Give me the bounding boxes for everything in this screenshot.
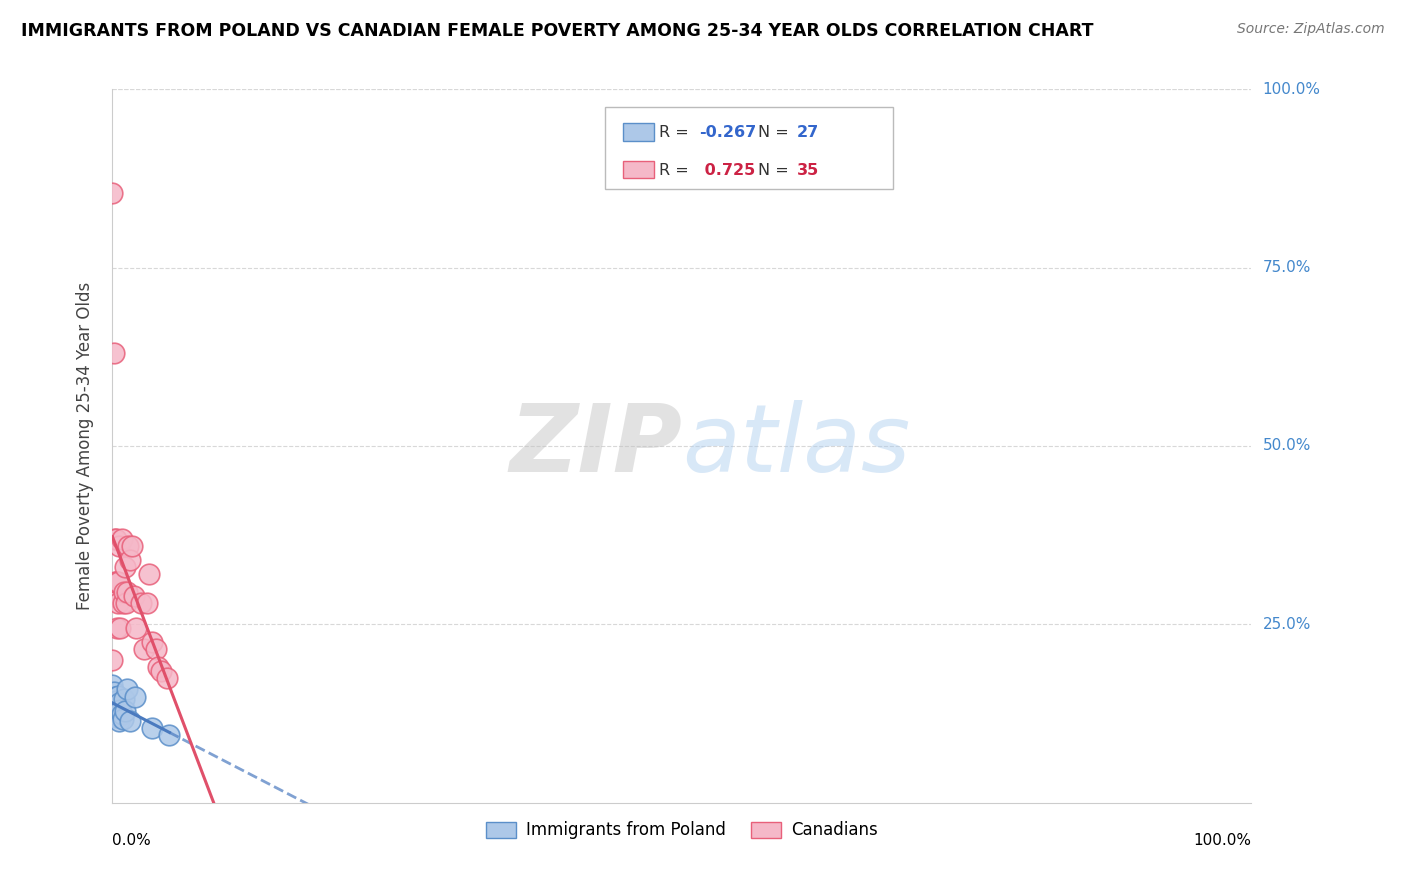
Text: N =: N = (758, 163, 794, 178)
Point (108, 714, 131, 728)
Point (103, 346, 125, 360)
Text: IMMIGRANTS FROM POLAND VS CANADIAN FEMALE POVERTY AMONG 25-34 YEAR OLDS CORRELAT: IMMIGRANTS FROM POLAND VS CANADIAN FEMAL… (21, 22, 1094, 40)
Point (103, 685, 125, 699)
Point (146, 660, 169, 674)
Point (117, 585, 139, 599)
Point (110, 703, 132, 717)
Point (122, 589, 145, 603)
Point (124, 690, 146, 705)
Point (121, 539, 143, 553)
Point (110, 621, 132, 635)
Text: 100.0%: 100.0% (1194, 833, 1251, 848)
Point (110, 532, 132, 546)
Point (118, 553, 141, 567)
Point (108, 696, 131, 710)
Point (111, 712, 134, 726)
Point (104, 690, 127, 705)
Point (104, 698, 127, 712)
Point (134, 642, 156, 657)
Point (117, 539, 139, 553)
Text: 25.0%: 25.0% (1263, 617, 1310, 632)
Point (104, 574, 127, 589)
Point (115, 596, 138, 610)
Text: 50.0%: 50.0% (1263, 439, 1310, 453)
Point (156, 671, 179, 685)
Point (141, 635, 163, 649)
Point (105, 705, 128, 719)
Point (104, 532, 127, 546)
Point (104, 694, 127, 708)
Y-axis label: Female Poverty Among 25-34 Year Olds: Female Poverty Among 25-34 Year Olds (76, 282, 94, 610)
Point (101, 699, 124, 714)
Point (103, 703, 125, 717)
Point (135, 596, 157, 610)
Point (101, 692, 124, 706)
Point (107, 689, 129, 703)
Point (104, 703, 127, 717)
Point (112, 692, 135, 706)
Point (111, 596, 134, 610)
Point (108, 539, 131, 553)
Point (107, 708, 129, 723)
Text: N =: N = (758, 126, 794, 140)
Point (103, 589, 125, 603)
Point (107, 574, 129, 589)
Point (104, 532, 127, 546)
Point (125, 621, 148, 635)
Point (101, 653, 124, 667)
Text: Source: ZipAtlas.com: Source: ZipAtlas.com (1237, 22, 1385, 37)
Point (118, 714, 141, 728)
Point (104, 574, 127, 589)
Text: 0.725: 0.725 (699, 163, 755, 178)
Point (101, 186, 124, 200)
Text: ZIP: ZIP (509, 400, 682, 492)
Point (117, 681, 139, 696)
Point (105, 621, 128, 635)
Point (145, 642, 167, 657)
Legend: Immigrants from Poland, Canadians: Immigrants from Poland, Canadians (479, 814, 884, 846)
Text: -0.267: -0.267 (699, 126, 756, 140)
Point (114, 705, 136, 719)
Text: R =: R = (659, 126, 695, 140)
Point (110, 706, 132, 721)
Point (138, 567, 160, 582)
Point (150, 664, 173, 678)
Point (104, 706, 127, 721)
Point (105, 699, 128, 714)
Point (112, 585, 135, 599)
Text: atlas: atlas (682, 401, 910, 491)
Point (101, 589, 124, 603)
Point (104, 710, 127, 724)
Point (141, 721, 163, 735)
Text: R =: R = (659, 163, 695, 178)
Point (159, 728, 180, 742)
Text: 100.0%: 100.0% (1263, 82, 1320, 96)
Point (107, 596, 129, 610)
Point (101, 678, 124, 692)
Point (129, 596, 152, 610)
Point (105, 574, 128, 589)
Text: 27: 27 (797, 126, 820, 140)
Point (114, 560, 136, 574)
Text: 0.0%: 0.0% (112, 833, 152, 848)
Text: 75.0%: 75.0% (1263, 260, 1310, 275)
Text: 35: 35 (797, 163, 820, 178)
